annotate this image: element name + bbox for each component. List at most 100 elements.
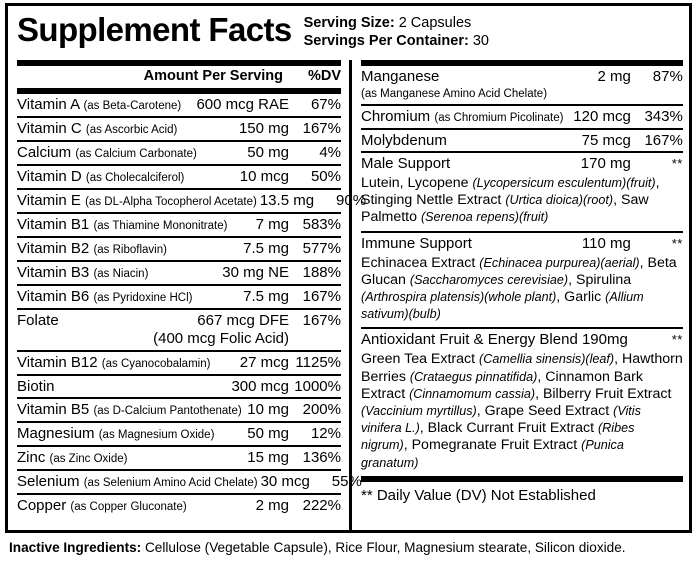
- blend-ingredients: Echinacea Extract (Echinacea purpurea)(a…: [361, 254, 677, 322]
- nutrient-label: Manganese: [361, 68, 440, 85]
- nutrient-amount: 50 mg: [247, 144, 289, 161]
- nutrient-label: Calcium: [17, 144, 72, 161]
- inactive-ingredients-value: Cellulose (Vegetable Capsule), Rice Flou…: [144, 540, 626, 555]
- dv-footnote: ** Daily Value (DV) Not Established: [361, 486, 596, 504]
- blend-dv: **: [671, 332, 683, 348]
- nutrient-label: Vitamin B12: [17, 354, 98, 371]
- nutrient-name: Vitamin A (as Beta-Carotene): [17, 97, 193, 114]
- nutrient-label: Vitamin B6: [17, 288, 90, 305]
- nutrient-dv: 55%: [331, 473, 362, 490]
- nutrient-amount: 7.5 mg: [243, 240, 289, 257]
- row-divider: [17, 421, 341, 423]
- nutrient-name: Vitamin E (as DL-Alpha Tocopherol Acetat…: [17, 193, 257, 210]
- nutrient-label: Vitamin C: [17, 120, 82, 137]
- blend-ingredients: Lutein, Lycopene (Lycopersicum esculentu…: [361, 175, 660, 226]
- nutrient-amount: 600 mcg RAE: [196, 96, 289, 113]
- blend-name: Immune Support: [361, 234, 472, 252]
- rule-under-headers: [17, 88, 341, 94]
- row-divider: [361, 128, 683, 130]
- nutrient-amount: 300 mcg: [231, 378, 289, 395]
- row-divider: [17, 188, 341, 190]
- nutrient-source: (as Copper Gluconate): [70, 501, 187, 513]
- table-row: Copper (as Copper Gluconate) 2 mg 222%: [17, 495, 341, 517]
- nutrient-dv: 87%: [652, 68, 683, 85]
- row-divider: [17, 374, 341, 376]
- nutrient-dv: 577%: [302, 240, 341, 257]
- nutrient-amount: 30 mcg: [260, 473, 310, 490]
- nutrient-source: (as Ascorbic Acid): [85, 124, 178, 136]
- nutrient-name: Vitamin B6 (as Pyridoxine HCl): [17, 289, 240, 306]
- row-divider: [17, 397, 341, 399]
- blend-row: Immune Support 110 mg **: [361, 233, 683, 254]
- blend-amount: 110 mg: [581, 234, 631, 252]
- table-row: Calcium (as Calcium Carbonate) 50 mg 4%: [17, 142, 341, 164]
- table-row: Chromium (as Chromium Picolinate) 120 mcg…: [361, 106, 683, 128]
- serving-size-value: 2 Capsules: [398, 15, 472, 31]
- blend-ingredients: Green Tea Extract (Camellia sinensis)(le…: [361, 351, 683, 470]
- row-divider: [17, 469, 341, 471]
- blend-amount: 170 mg: [580, 155, 631, 172]
- nutrient-dv: 1000%: [294, 378, 341, 395]
- facts-panel: Supplement Facts Serving Size: 2 Capsule…: [5, 3, 692, 533]
- table-row: Manganese 2 mg 87%: [361, 66, 683, 87]
- nutrient-source: (as Zinc Oxide): [49, 453, 128, 465]
- blend-divider: [361, 327, 683, 330]
- nutrient-amount: 15 mg: [247, 449, 289, 466]
- row-divider: [17, 140, 341, 142]
- nutrient-name: Folate: [17, 313, 194, 329]
- row-divider: [17, 116, 341, 118]
- nutrient-dv: 136%: [302, 449, 341, 466]
- row-divider: [361, 104, 683, 106]
- serving-info: Serving Size: 2 Capsules Servings Per Co…: [304, 10, 489, 50]
- right-nutrient-rows: Manganese 2 mg 87% (as Manganese Amino Acid…: [361, 66, 683, 153]
- nutrient-dv: 167%: [644, 132, 683, 149]
- nutrient-name: Vitamin B1 (as Thiamine Mononitrate): [17, 217, 253, 234]
- nutrient-source: (as Beta-Carotene): [83, 100, 182, 112]
- nutrient-name: Zinc (as Zinc Oxide): [17, 450, 244, 467]
- nutrient-dv: 1125%: [295, 354, 341, 371]
- nutrient-dv: 167%: [302, 120, 341, 137]
- nutrient-dv: 67%: [310, 96, 341, 113]
- dv-header: %DV: [307, 68, 341, 84]
- nutrient-name: Vitamin B5 (as D-Calcium Pantothenate): [17, 402, 244, 419]
- nutrient-label: Vitamin B5: [17, 401, 90, 418]
- nutrient-label: Biotin: [17, 378, 55, 395]
- nutrient-source: (as Calcium Carbonate): [75, 148, 197, 160]
- nutrient-dv: 167%: [302, 288, 341, 305]
- nutrient-label: Magnesium: [17, 425, 95, 442]
- rule-above-footnote: [361, 475, 683, 482]
- nutrient-label: Vitamin A: [17, 96, 80, 113]
- blend-dv: **: [671, 235, 683, 251]
- nutrient-label: Vitamin D: [17, 168, 82, 185]
- row-divider: [361, 151, 683, 153]
- blend-row: Antioxidant Fruit & Energy Blend 190mg **: [361, 329, 683, 350]
- blend-row: Male Support 170 mg **: [361, 153, 683, 174]
- table-row: Selenium (as Selenium Amino Acid Chelate…: [17, 471, 362, 493]
- nutrient-label: Copper: [17, 497, 67, 514]
- nutrient-amount: 10 mcg: [239, 168, 289, 185]
- right-column: Manganese 2 mg 87% (as Manganese Amino Acid…: [349, 60, 690, 530]
- nutrient-source-line: (as Manganese Amino Acid Chelate): [361, 88, 548, 100]
- row-divider: [17, 236, 341, 238]
- nutrient-name: Vitamin D (as Cholecalciferol): [17, 169, 237, 186]
- nutrient-dv: 222%: [302, 497, 341, 514]
- blend-dv: **: [671, 156, 683, 171]
- servings-per-container-value: 30: [472, 33, 489, 49]
- nutrient-amount: 27 mcg: [239, 354, 289, 371]
- nutrient-amount: 13.5 mg: [259, 192, 315, 209]
- blend-name: Male Support: [361, 155, 451, 172]
- blend-name: Antioxidant Fruit & Energy Blend 190mg: [361, 331, 628, 349]
- nutrient-name: Vitamin C (as Ascorbic Acid): [17, 121, 236, 138]
- table-row: Vitamin B6 (as Pyridoxine HCl) 7.5 mg 167%: [17, 286, 341, 308]
- nutrient-label: Folate: [17, 312, 59, 329]
- row-divider: [17, 260, 341, 262]
- nutrient-dv: 4%: [319, 144, 341, 161]
- servings-per-container-line: Servings Per Container: 30: [304, 32, 489, 50]
- nutrient-amount: 7.5 mg: [243, 288, 289, 305]
- table-row: Vitamin C (as Ascorbic Acid) 150 mg 167%: [17, 118, 341, 140]
- nutrient-name: Magnesium (as Magnesium Oxide): [17, 426, 244, 443]
- nutrient-label: Vitamin B1: [17, 216, 90, 233]
- row-divider: [17, 164, 341, 166]
- rule-top-right: [361, 60, 683, 66]
- row-divider: [17, 212, 341, 214]
